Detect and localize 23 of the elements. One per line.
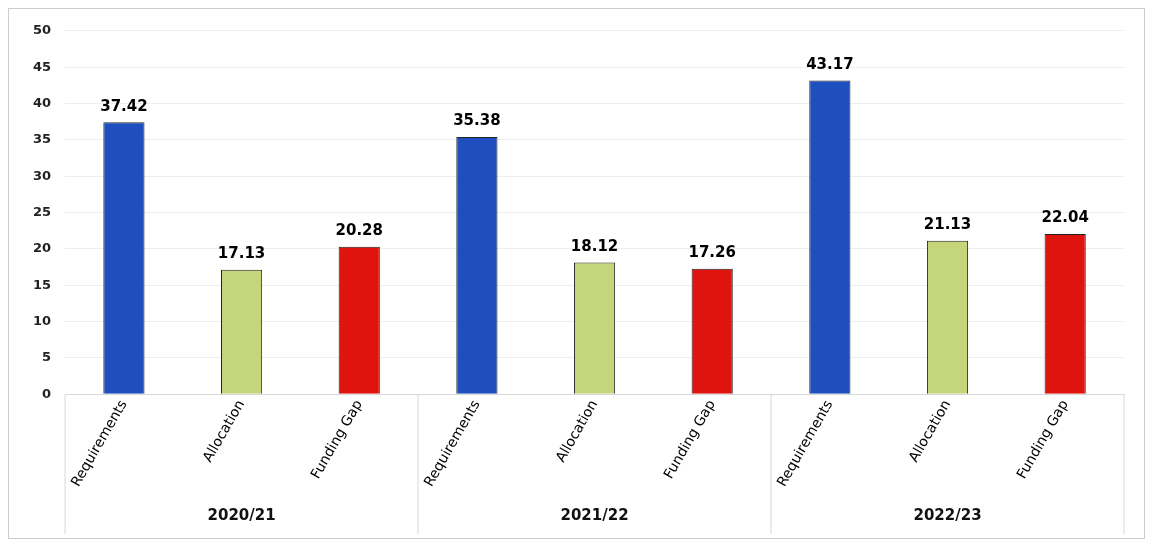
data-label: 18.12 bbox=[570, 236, 619, 255]
y-tick-label: 20 bbox=[33, 240, 52, 256]
text: 2020/21 bbox=[207, 505, 276, 524]
y-tick-label: 25 bbox=[33, 203, 52, 219]
text: 2022/23 bbox=[913, 505, 982, 524]
y-tick-label: 15 bbox=[33, 276, 52, 292]
data-label: 17.26 bbox=[688, 243, 736, 262]
data-label: 37.42 bbox=[100, 96, 148, 115]
y-tick-label: 50 bbox=[33, 22, 52, 38]
y-tick-label: 5 bbox=[42, 349, 52, 365]
data-label: 17.13 bbox=[217, 244, 266, 263]
data-label: 35.38 bbox=[453, 111, 501, 130]
data-label: 43.17 bbox=[806, 54, 854, 73]
data-label: 20.28 bbox=[335, 221, 383, 240]
data-label: 22.04 bbox=[1041, 208, 1089, 227]
y-tick-label: 10 bbox=[33, 312, 52, 328]
y-tick-label: 35 bbox=[33, 131, 52, 147]
data-label: 21.13 bbox=[923, 215, 972, 234]
y-tick-label: 30 bbox=[33, 167, 52, 183]
text: 2021/22 bbox=[560, 505, 629, 524]
y-tick-label: 0 bbox=[42, 385, 52, 401]
y-tick-label: 45 bbox=[33, 58, 52, 74]
y-tick-label: 40 bbox=[33, 94, 52, 110]
